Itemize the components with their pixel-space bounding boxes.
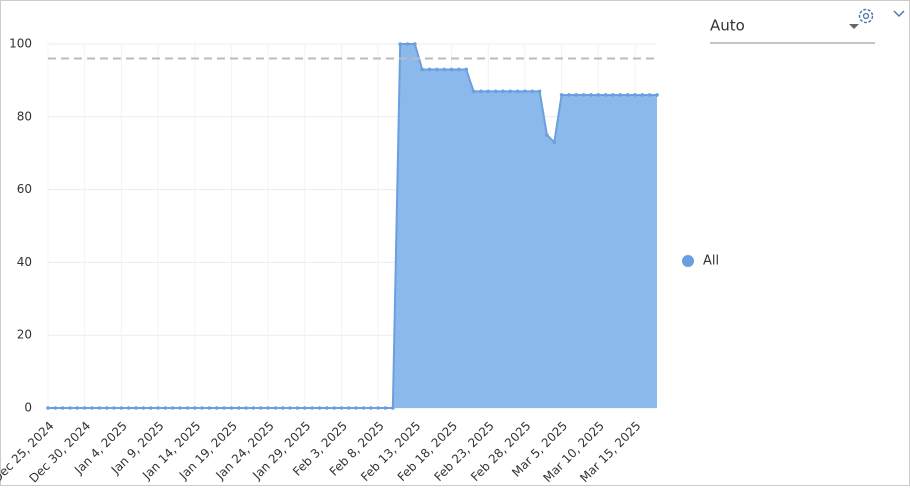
point <box>559 93 564 97</box>
legend-marker <box>682 255 694 267</box>
point <box>82 406 87 410</box>
point <box>603 93 608 97</box>
point <box>141 406 146 410</box>
point <box>339 406 344 410</box>
point <box>310 406 314 410</box>
point <box>134 406 138 410</box>
point <box>655 93 659 97</box>
point <box>295 406 300 410</box>
point <box>46 406 50 410</box>
point <box>325 406 329 410</box>
legend-label: All <box>703 254 719 269</box>
point <box>288 406 292 410</box>
point <box>464 67 469 72</box>
point <box>640 93 645 97</box>
point <box>258 406 263 410</box>
point <box>251 406 256 410</box>
point <box>537 89 542 94</box>
point <box>280 406 285 410</box>
point <box>552 140 557 145</box>
point <box>420 67 425 72</box>
point <box>68 406 72 410</box>
point <box>471 89 476 94</box>
point <box>442 67 447 72</box>
point <box>501 89 505 94</box>
point <box>303 406 307 410</box>
point <box>530 89 535 94</box>
point <box>589 93 593 97</box>
point <box>185 406 190 410</box>
point <box>148 406 153 410</box>
point <box>244 406 248 410</box>
point <box>75 406 80 410</box>
point <box>97 406 102 410</box>
point <box>457 67 461 72</box>
point <box>618 93 623 97</box>
point <box>633 93 637 97</box>
point <box>427 67 432 72</box>
point <box>574 93 579 97</box>
y-tick-label: 0 <box>24 401 32 415</box>
point <box>398 42 402 46</box>
point <box>413 42 417 46</box>
point <box>178 406 182 410</box>
y-tick-label: 40 <box>17 255 32 269</box>
point <box>104 406 109 410</box>
point <box>214 406 219 410</box>
area <box>48 44 657 408</box>
point <box>596 93 601 97</box>
point <box>545 133 549 137</box>
point <box>332 406 336 410</box>
y-tick-label: 60 <box>17 182 32 196</box>
point <box>273 406 278 410</box>
point <box>126 406 131 410</box>
point <box>486 89 491 94</box>
point <box>266 406 270 410</box>
point <box>90 406 94 410</box>
point <box>405 42 410 46</box>
dropdown-arrow[interactable] <box>849 24 859 29</box>
y-tick-label: 80 <box>17 109 32 123</box>
point <box>156 406 160 410</box>
point <box>611 93 615 97</box>
y-tick-label: 20 <box>17 328 32 342</box>
point <box>229 406 234 410</box>
point <box>119 406 124 410</box>
point <box>647 93 652 97</box>
point <box>112 406 116 410</box>
point <box>493 89 498 94</box>
point <box>391 406 395 410</box>
point <box>508 89 513 94</box>
point <box>449 67 454 72</box>
point <box>567 93 571 97</box>
point <box>581 93 586 97</box>
settings-icon[interactable] <box>858 8 874 24</box>
point <box>515 89 520 94</box>
y-tick-label: 100 <box>9 37 32 51</box>
point <box>192 406 197 410</box>
dropdown-value[interactable]: Auto <box>710 17 745 35</box>
point <box>523 89 527 94</box>
point <box>60 406 65 410</box>
point <box>207 406 212 410</box>
point <box>200 406 204 410</box>
point <box>170 406 175 410</box>
point <box>369 406 373 410</box>
point <box>222 406 226 410</box>
point <box>625 93 630 97</box>
point <box>435 67 439 72</box>
point <box>347 406 351 410</box>
point <box>479 89 483 94</box>
point <box>361 406 366 410</box>
point <box>383 406 388 410</box>
collapse-chevron[interactable] <box>893 10 905 18</box>
point <box>53 406 58 410</box>
point <box>376 406 380 410</box>
point <box>317 406 322 410</box>
point <box>354 406 358 410</box>
point <box>163 406 168 410</box>
point <box>236 406 241 410</box>
